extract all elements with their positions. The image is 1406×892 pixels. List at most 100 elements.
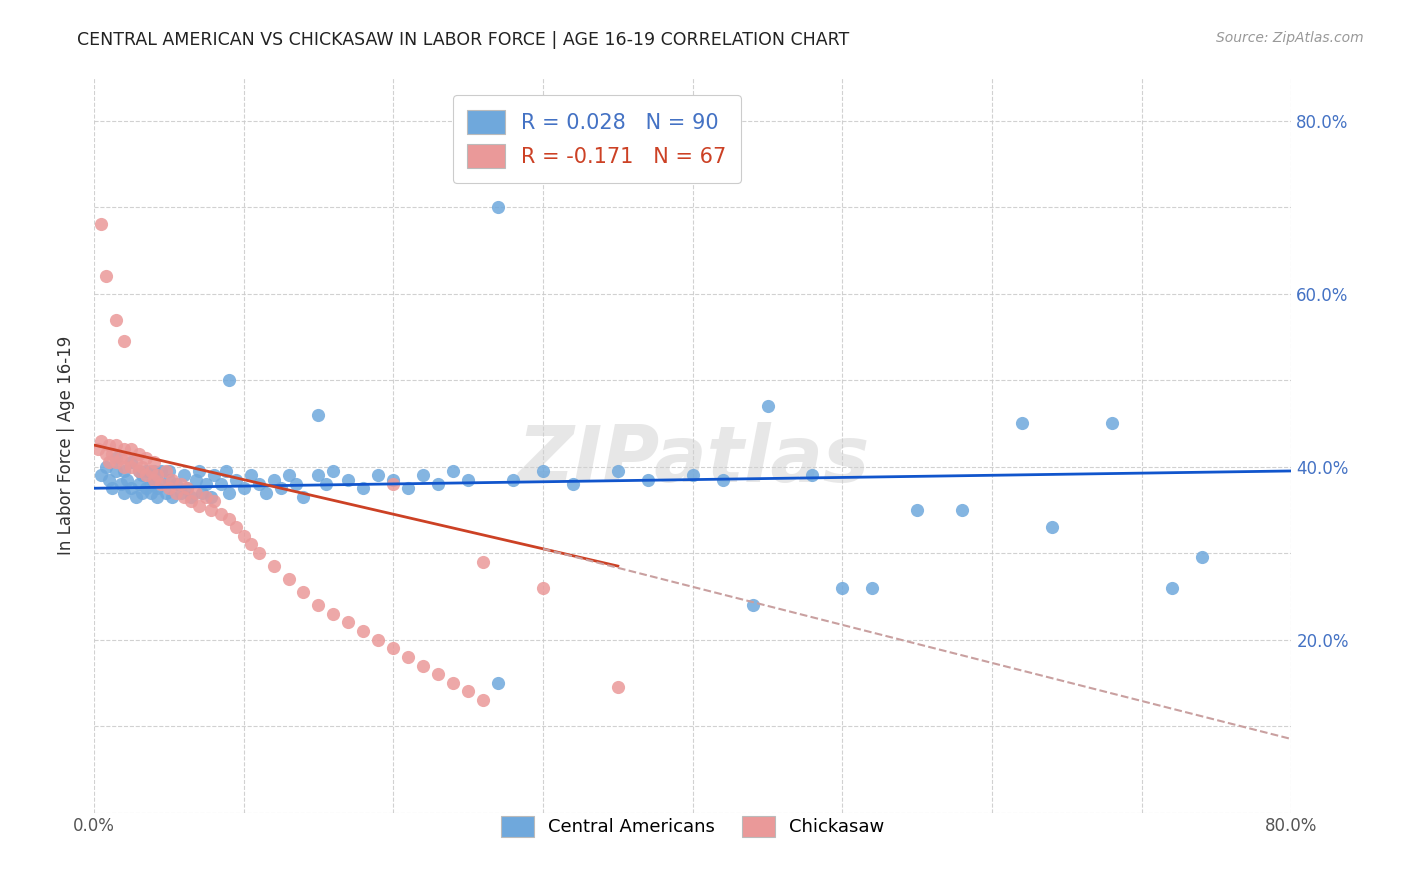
Point xyxy=(157,481,180,495)
Point xyxy=(472,555,495,569)
Point xyxy=(173,490,195,504)
Point xyxy=(105,312,128,326)
Point xyxy=(190,485,212,500)
Point xyxy=(202,494,225,508)
Point xyxy=(120,481,142,495)
Point xyxy=(146,481,169,495)
Point xyxy=(308,408,330,422)
Point xyxy=(176,481,198,495)
Point xyxy=(112,459,135,474)
Text: Source: ZipAtlas.com: Source: ZipAtlas.com xyxy=(1216,31,1364,45)
Point xyxy=(606,464,628,478)
Point xyxy=(396,649,419,664)
Point xyxy=(115,450,138,465)
Point xyxy=(457,473,479,487)
Point xyxy=(1191,550,1213,565)
Point xyxy=(741,598,763,612)
Point xyxy=(112,442,135,457)
Point xyxy=(860,581,883,595)
Point xyxy=(170,485,193,500)
Point xyxy=(128,464,150,478)
Point xyxy=(218,485,240,500)
Point xyxy=(412,658,434,673)
Point xyxy=(308,598,330,612)
Point xyxy=(101,447,124,461)
Point xyxy=(292,490,315,504)
Point xyxy=(214,464,236,478)
Point xyxy=(322,464,344,478)
Point xyxy=(90,434,112,448)
Point xyxy=(225,473,247,487)
Point xyxy=(115,473,138,487)
Point xyxy=(101,481,124,495)
Point xyxy=(176,481,198,495)
Point xyxy=(486,200,509,214)
Point xyxy=(531,464,554,478)
Point xyxy=(97,438,120,452)
Point xyxy=(131,459,153,474)
Point xyxy=(218,373,240,387)
Point xyxy=(110,477,132,491)
Point xyxy=(396,481,419,495)
Point xyxy=(247,477,270,491)
Point xyxy=(128,477,150,491)
Point xyxy=(184,473,207,487)
Point xyxy=(87,442,110,457)
Point xyxy=(427,667,450,681)
Point xyxy=(801,468,824,483)
Point xyxy=(337,615,360,630)
Point xyxy=(112,485,135,500)
Point xyxy=(202,468,225,483)
Text: CENTRAL AMERICAN VS CHICKASAW IN LABOR FORCE | AGE 16-19 CORRELATION CHART: CENTRAL AMERICAN VS CHICKASAW IN LABOR F… xyxy=(77,31,849,49)
Point xyxy=(382,477,405,491)
Point xyxy=(139,477,162,491)
Point xyxy=(142,455,165,469)
Point xyxy=(139,464,162,478)
Point xyxy=(90,468,112,483)
Point xyxy=(682,468,704,483)
Point xyxy=(128,464,150,478)
Point xyxy=(285,477,308,491)
Point xyxy=(94,269,117,284)
Point xyxy=(90,218,112,232)
Point xyxy=(157,473,180,487)
Point xyxy=(531,581,554,595)
Point xyxy=(94,459,117,474)
Point xyxy=(200,503,222,517)
Point xyxy=(105,455,128,469)
Point xyxy=(165,477,187,491)
Point xyxy=(352,481,374,495)
Point xyxy=(128,447,150,461)
Point xyxy=(1011,417,1033,431)
Point xyxy=(315,477,337,491)
Point xyxy=(125,490,148,504)
Point xyxy=(240,468,263,483)
Point xyxy=(337,473,360,487)
Point xyxy=(120,442,142,457)
Point xyxy=(150,464,173,478)
Point xyxy=(97,473,120,487)
Point xyxy=(146,468,169,483)
Point xyxy=(352,624,374,638)
Point xyxy=(247,546,270,560)
Point xyxy=(277,572,299,586)
Point xyxy=(1101,417,1123,431)
Point xyxy=(187,464,209,478)
Point xyxy=(263,473,285,487)
Point xyxy=(441,676,464,690)
Point xyxy=(486,676,509,690)
Point xyxy=(412,468,434,483)
Point xyxy=(254,485,277,500)
Legend: Central Americans, Chickasaw: Central Americans, Chickasaw xyxy=(494,809,891,844)
Point xyxy=(232,529,254,543)
Point xyxy=(441,464,464,478)
Point xyxy=(112,464,135,478)
Point xyxy=(155,464,177,478)
Point xyxy=(170,477,193,491)
Point xyxy=(308,468,330,483)
Point xyxy=(97,455,120,469)
Point xyxy=(157,464,180,478)
Point xyxy=(173,468,195,483)
Point xyxy=(367,468,389,483)
Point xyxy=(1160,581,1182,595)
